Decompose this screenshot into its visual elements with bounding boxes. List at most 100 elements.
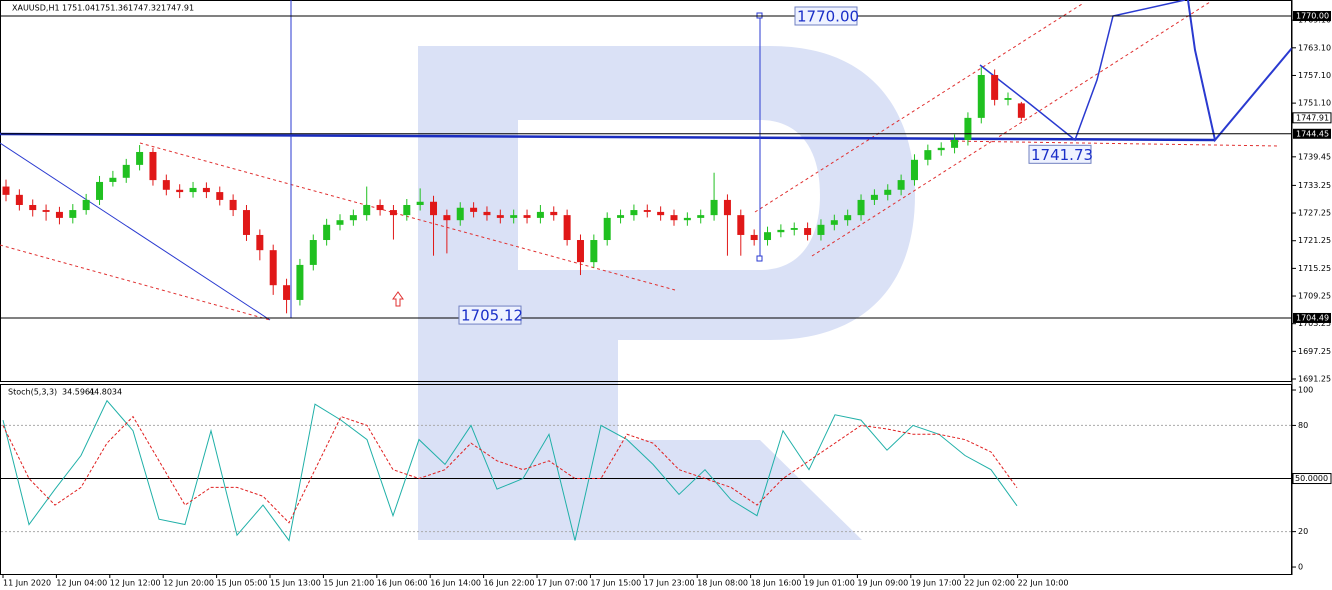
y-tick-label: 80 — [1298, 421, 1308, 430]
annotation-box — [1028, 144, 1092, 164]
candle-body — [657, 211, 665, 216]
candle-body — [897, 180, 905, 190]
candle-body — [189, 187, 197, 193]
x-tick-label: 16 Jun 06:00 — [377, 579, 428, 588]
x-tick-label: 19 Jun 17:00 — [911, 579, 962, 588]
y-tick-label: 1733.25 — [1298, 181, 1331, 190]
level-label: 50.0000 — [1295, 474, 1328, 483]
candle-body — [910, 159, 918, 181]
x-tick-label: 15 Jun 13:00 — [270, 579, 321, 588]
candle-body — [403, 204, 411, 216]
candle-body — [764, 232, 772, 241]
candle-body — [617, 215, 625, 218]
candle-body — [323, 224, 331, 241]
x-tick-label: 17 Jun 23:00 — [644, 579, 695, 588]
candle-body — [416, 201, 424, 205]
candle-body — [349, 215, 357, 221]
x-tick-label: 12 Jun 20:00 — [163, 579, 214, 588]
candle-body — [336, 220, 344, 225]
candle-body — [29, 204, 37, 211]
candle-body — [523, 215, 531, 218]
candle-body — [884, 189, 892, 195]
candle-body — [122, 164, 130, 178]
candle-body — [550, 211, 558, 216]
y-tick-label: 1763.10 — [1298, 43, 1331, 52]
y-tick-label: 1709.25 — [1298, 292, 1331, 301]
candle-body — [924, 150, 932, 160]
y-tick-label: 1727.25 — [1298, 209, 1331, 218]
candle-body — [42, 210, 50, 212]
x-tick-label: 15 Jun 21:00 — [323, 579, 374, 588]
candle-body — [470, 207, 478, 212]
current-price-label: 1747.91 — [1296, 113, 1329, 122]
y-tick-label: 0 — [1298, 563, 1303, 572]
level-box — [1293, 128, 1331, 139]
candle-body — [576, 240, 584, 263]
candle-body — [643, 210, 651, 212]
x-tick-label: 12 Jun 04:00 — [56, 579, 107, 588]
annotation-box — [794, 6, 858, 26]
candle-body — [149, 151, 157, 181]
candle-body — [376, 204, 384, 211]
candle-body — [363, 204, 371, 216]
annotation-box — [458, 305, 522, 325]
candle-body — [82, 199, 90, 211]
y-tick-label: 1721.25 — [1298, 236, 1331, 245]
candle-body — [536, 211, 544, 218]
candle-body — [683, 217, 691, 221]
x-tick-label: 19 Jun 01:00 — [804, 579, 855, 588]
candle-body — [443, 215, 451, 221]
level-box — [1293, 312, 1331, 323]
y-tick-label: 1691.25 — [1298, 375, 1331, 384]
x-tick-label: 18 Jun 08:00 — [697, 579, 748, 588]
y-tick-label: 1715.25 — [1298, 264, 1331, 273]
y-tick-label: 1739.45 — [1298, 152, 1331, 161]
y-tick-label: 1751.10 — [1298, 99, 1331, 108]
candle-body — [15, 194, 23, 205]
candle-body — [670, 215, 678, 221]
candle-body — [777, 229, 785, 233]
x-tick-label: 17 Jun 15:00 — [590, 579, 641, 588]
candle-body — [697, 215, 705, 218]
candle-body — [256, 234, 264, 251]
level-box — [1293, 10, 1331, 21]
x-tick-label: 16 Jun 22:00 — [484, 579, 535, 588]
x-tick-label: 18 Jun 16:00 — [751, 579, 802, 588]
candle-body — [804, 228, 812, 235]
candle-body — [630, 210, 638, 216]
level-label: 1744.45 — [1296, 129, 1329, 138]
current-price-box — [1292, 112, 1332, 124]
y-tick-label: 20 — [1298, 527, 1308, 536]
annotation-label: 1741.73 — [1031, 146, 1093, 164]
candle-body — [1017, 103, 1025, 118]
candle-body — [483, 211, 491, 216]
annotation-label: 1705.12 — [461, 307, 523, 325]
candle-body — [723, 199, 731, 216]
candle-body — [176, 189, 184, 193]
y-tick-label: 100 — [1298, 386, 1313, 395]
candle-body — [296, 264, 304, 300]
y-tick-label: 1757.10 — [1298, 71, 1331, 80]
level-box — [1292, 473, 1332, 485]
candle-body — [2, 186, 10, 195]
stoch-line — [2, 399, 1018, 542]
candle-body — [96, 181, 104, 200]
candle-body — [817, 224, 825, 235]
header-value: 44.8034 — [89, 388, 122, 397]
candle-body — [510, 215, 518, 218]
candle-body — [309, 240, 317, 265]
candle-body — [496, 215, 504, 218]
candle-body — [790, 228, 798, 230]
watermark — [418, 46, 915, 540]
level-label: 1704.49 — [1296, 313, 1329, 322]
candle-body — [750, 234, 758, 241]
candle-body — [857, 199, 865, 216]
x-tick-label: 12 Jun 12:00 — [110, 579, 161, 588]
candle-body — [991, 74, 999, 100]
x-tick-label: 15 Jun 05:00 — [217, 579, 268, 588]
analysis-drawings — [0, 0, 1293, 321]
candle-body — [216, 192, 224, 200]
candle-body — [830, 220, 838, 225]
candle-body — [430, 201, 438, 216]
